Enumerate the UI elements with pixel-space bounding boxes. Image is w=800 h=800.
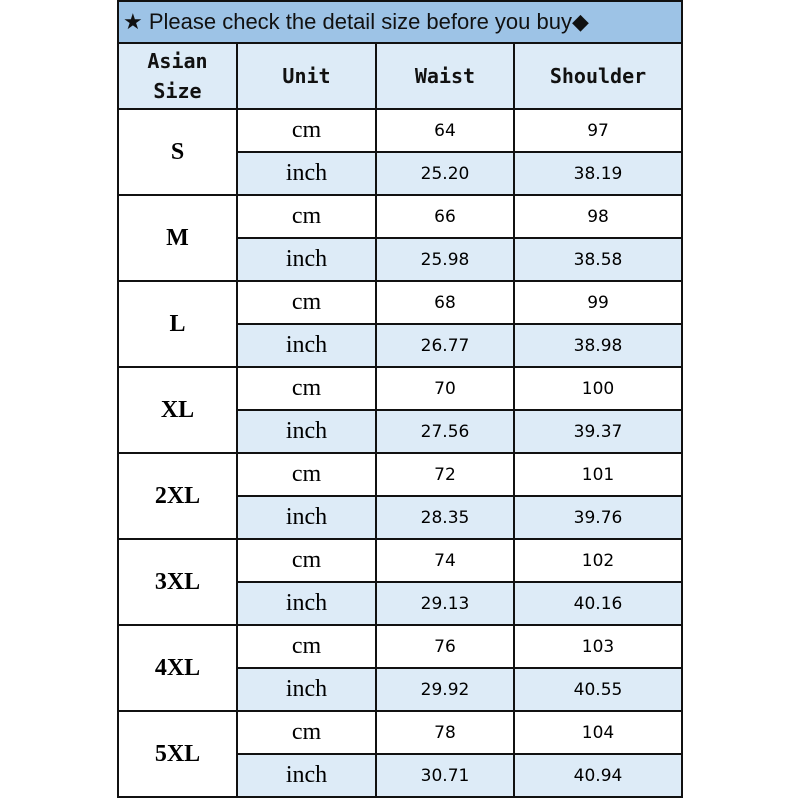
shoulder-cell: 104 xyxy=(512,710,684,755)
waist-cell: 28.35 xyxy=(375,495,515,540)
size-label: XL xyxy=(117,366,238,454)
table-row-inch: inch 29.13 40.16 xyxy=(118,581,684,626)
size-label: 4XL xyxy=(117,624,238,712)
shoulder-cell: 40.94 xyxy=(512,753,684,798)
shoulder-cell: 97 xyxy=(512,108,684,153)
shoulder-cell: 39.76 xyxy=(512,495,684,540)
shoulder-cell: 39.37 xyxy=(512,409,684,454)
unit-cell: inch xyxy=(236,409,377,454)
size-label: 2XL xyxy=(117,452,238,540)
shoulder-cell: 100 xyxy=(512,366,684,411)
shoulder-cell: 102 xyxy=(512,538,684,583)
waist-cell: 72 xyxy=(375,452,515,497)
waist-cell: 78 xyxy=(375,710,515,755)
header-asian-size: Asian Size xyxy=(117,42,238,110)
unit-cell: cm xyxy=(236,280,377,325)
unit-cell: inch xyxy=(236,667,377,712)
shoulder-cell: 103 xyxy=(512,624,684,669)
title-row: ★ Please check the detail size before yo… xyxy=(116,0,684,44)
unit-cell: inch xyxy=(236,495,377,540)
waist-cell: 64 xyxy=(375,108,515,153)
unit-cell: cm xyxy=(236,624,377,669)
shoulder-cell: 99 xyxy=(512,280,684,325)
waist-cell: 25.20 xyxy=(375,151,515,196)
unit-cell: cm xyxy=(236,366,377,411)
size-label: S xyxy=(117,108,238,196)
header-unit: Unit xyxy=(236,42,377,110)
waist-cell: 26.77 xyxy=(375,323,515,368)
table-row-cm: 4XL cm 76 103 xyxy=(117,624,684,712)
size-chart-table: ★ Please check the detail size before yo… xyxy=(116,0,684,798)
table-row-inch: inch 29.92 40.55 xyxy=(118,667,684,712)
shoulder-cell: 38.98 xyxy=(512,323,684,368)
waist-cell: 70 xyxy=(375,366,515,411)
header-shoulder: Shoulder xyxy=(512,42,684,110)
table-row-inch: inch 25.98 38.58 xyxy=(118,237,684,282)
table-row-cm: 5XL cm 78 104 xyxy=(117,710,684,798)
waist-cell: 76 xyxy=(375,624,515,669)
table-row-inch: inch 26.77 38.98 xyxy=(118,323,684,368)
unit-cell: inch xyxy=(236,323,377,368)
waist-cell: 68 xyxy=(375,280,515,325)
shoulder-cell: 101 xyxy=(512,452,684,497)
size-label: 5XL xyxy=(117,710,238,798)
shoulder-cell: 38.58 xyxy=(512,237,684,282)
unit-cell: inch xyxy=(236,151,377,196)
waist-cell: 74 xyxy=(375,538,515,583)
shoulder-cell: 40.55 xyxy=(512,667,684,712)
unit-cell: cm xyxy=(236,710,377,755)
table-row-inch: inch 28.35 39.76 xyxy=(118,495,684,540)
unit-cell: cm xyxy=(236,194,377,239)
shoulder-cell: 98 xyxy=(512,194,684,239)
waist-cell: 29.13 xyxy=(375,581,515,626)
waist-cell: 29.92 xyxy=(375,667,515,712)
table-row-cm: 3XL cm 74 102 xyxy=(117,538,684,626)
unit-cell: cm xyxy=(236,108,377,153)
shoulder-cell: 38.19 xyxy=(512,151,684,196)
waist-cell: 30.71 xyxy=(375,753,515,798)
unit-cell: cm xyxy=(236,452,377,497)
table-row-inch: inch 30.71 40.94 xyxy=(118,753,684,798)
table-row-cm: 2XL cm 72 101 xyxy=(117,452,684,540)
size-label: L xyxy=(117,280,238,368)
size-label: 3XL xyxy=(117,538,238,626)
unit-cell: inch xyxy=(236,753,377,798)
header-waist: Waist xyxy=(375,42,515,110)
table-row-cm: XL cm 70 100 xyxy=(117,366,684,454)
waist-cell: 66 xyxy=(375,194,515,239)
shoulder-cell: 40.16 xyxy=(512,581,684,626)
table-row-inch: inch 25.20 38.19 xyxy=(118,151,684,196)
size-label: M xyxy=(117,194,238,282)
unit-cell: cm xyxy=(236,538,377,583)
unit-cell: inch xyxy=(236,237,377,282)
title-text: ★ Please check the detail size before yo… xyxy=(116,0,684,44)
waist-cell: 25.98 xyxy=(375,237,515,282)
header-row: Asian Size Unit Waist Shoulder xyxy=(117,42,684,110)
waist-cell: 27.56 xyxy=(375,409,515,454)
unit-cell: inch xyxy=(236,581,377,626)
table-row-inch: inch 27.56 39.37 xyxy=(118,409,684,454)
